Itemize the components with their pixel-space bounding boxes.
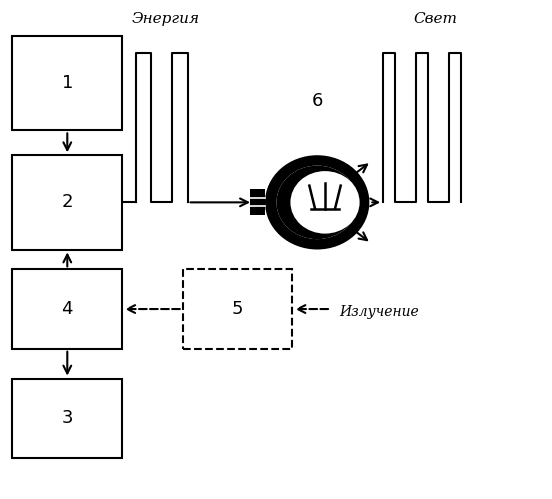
Circle shape [277, 166, 358, 239]
Text: 3: 3 [61, 409, 73, 427]
Text: 1: 1 [62, 74, 73, 92]
Text: 5: 5 [232, 300, 243, 318]
Text: Свет: Свет [413, 12, 457, 26]
Circle shape [277, 166, 358, 239]
Bar [12, 36, 122, 130]
Text: Излучение: Излучение [339, 304, 419, 318]
Bar [12, 155, 122, 250]
Circle shape [290, 171, 359, 234]
Bar [12, 379, 122, 458]
Bar [12, 269, 122, 349]
Bar [250, 190, 265, 216]
Text: Энергия: Энергия [132, 12, 200, 26]
Bar [183, 269, 293, 349]
Text: 6: 6 [311, 92, 323, 110]
Circle shape [265, 155, 369, 250]
Text: 4: 4 [61, 300, 73, 318]
Text: 2: 2 [61, 193, 73, 212]
